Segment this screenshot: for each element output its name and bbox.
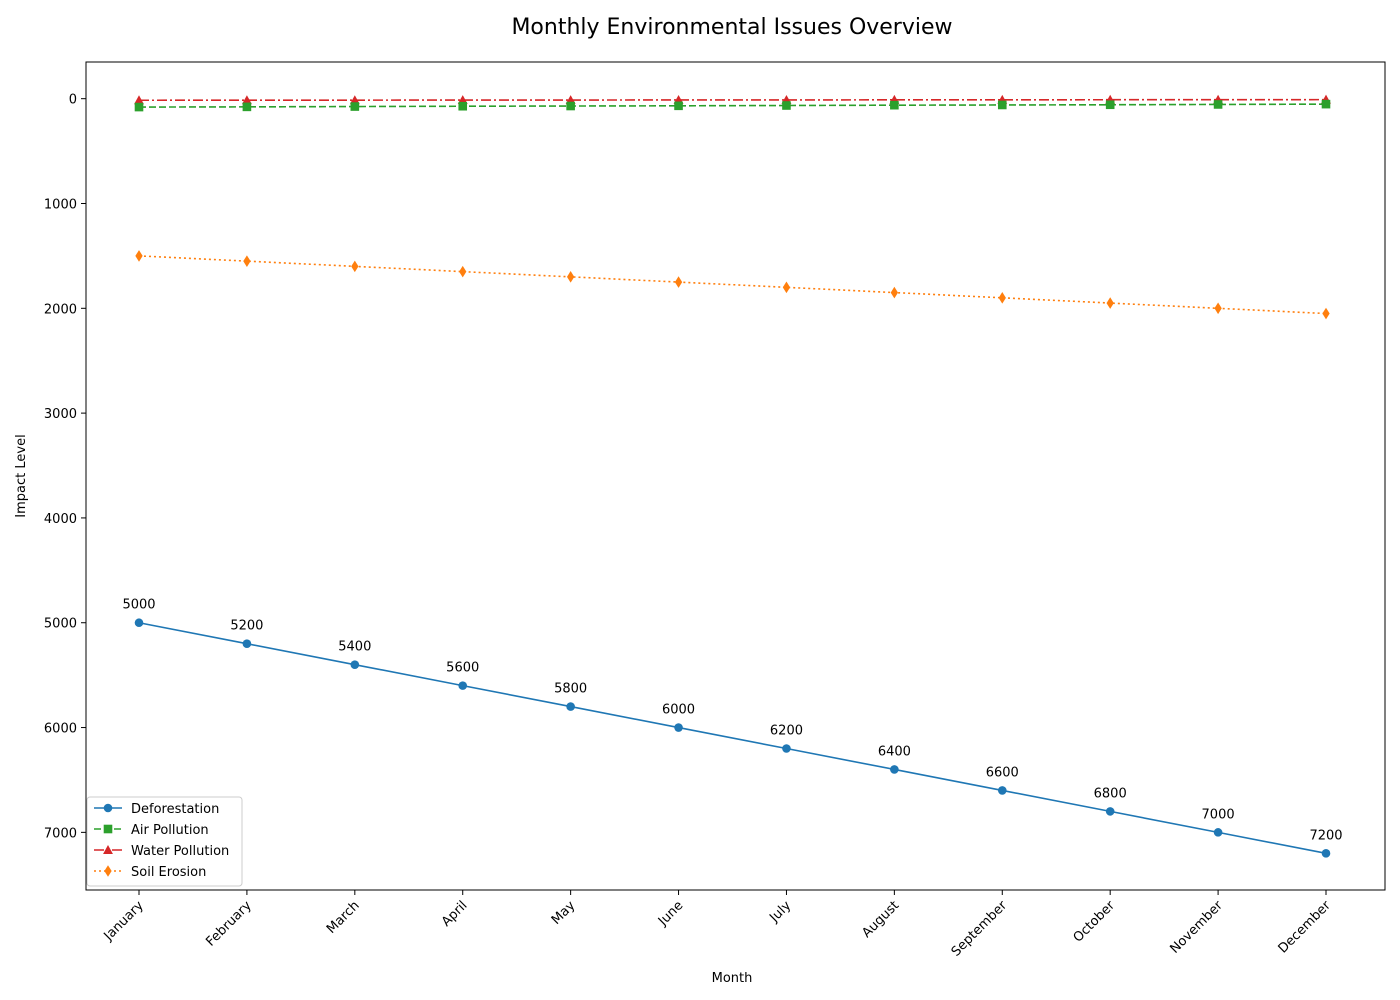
data-point [890, 286, 899, 299]
data-point [1213, 100, 1223, 109]
x-tick-label: May [549, 898, 579, 928]
y-axis-label: Impact Level [14, 434, 29, 517]
series-layer [134, 94, 1331, 858]
data-label: 6800 [1094, 786, 1127, 801]
y-tick-label: 0 [69, 93, 77, 108]
data-point [782, 281, 791, 294]
x-tick-label: January [101, 898, 147, 944]
data-point [1106, 297, 1114, 309]
data-point [674, 276, 683, 288]
data-point [890, 100, 899, 110]
series-line-deforestation [138, 621, 1327, 855]
y-tick-label: 4000 [44, 512, 77, 527]
legend-label-deforestation: Deforestation [131, 802, 219, 817]
y-tick-label: 1000 [44, 197, 77, 212]
series-deforestation [134, 618, 1331, 858]
data-point [241, 95, 252, 105]
series-line-air-pollution [138, 103, 1327, 108]
data-label: 5400 [338, 640, 371, 655]
x-axis-label: Month [712, 971, 753, 986]
data-point [243, 255, 251, 267]
data-point [349, 95, 360, 105]
data-label: 5800 [554, 682, 587, 697]
data-point [674, 101, 683, 111]
data-label: 6400 [878, 744, 911, 759]
data-point [782, 101, 791, 110]
data-point [566, 271, 575, 283]
data-point [1321, 99, 1331, 109]
data-label: 7200 [1309, 828, 1342, 843]
x-tick-label: November [1167, 898, 1226, 957]
data-point [351, 260, 359, 273]
data-point [1322, 307, 1330, 320]
data-point [998, 292, 1006, 304]
legend-marker-air-pollution [103, 824, 113, 834]
series-line-soil-erosion [138, 255, 1327, 315]
legend-label-water-pollution: Water Pollution [131, 844, 229, 859]
data-point [457, 95, 468, 105]
data-point [566, 702, 575, 711]
x-tick-label: August [859, 898, 902, 941]
data-label: 6200 [770, 724, 803, 739]
y-axis: 0 1000 2000 3000 4000 5000 6000 7000 [44, 93, 86, 841]
legend-label-air-pollution: Air Pollution [131, 823, 209, 838]
data-point [459, 265, 467, 278]
data-point [674, 723, 683, 732]
x-tick-label: February [203, 898, 255, 950]
data-point [1321, 849, 1331, 858]
data-point [350, 102, 360, 111]
x-tick-label: June [655, 898, 686, 929]
data-label: 7000 [1202, 807, 1235, 822]
data-point [997, 786, 1007, 795]
plot-area [85, 61, 1386, 891]
legend-marker-deforestation [103, 803, 113, 813]
x-tick-label: September [949, 898, 1011, 960]
legend-marker-soil-erosion [104, 865, 112, 877]
data-label: 5200 [230, 619, 263, 634]
data-point [242, 639, 252, 648]
series-soil-erosion [135, 250, 1330, 320]
x-axis: January February March April May June July Augu… [101, 890, 1335, 960]
y-tick-label: 3000 [44, 407, 77, 422]
data-labels: 5000 5200 5400 5600 5800 6000 6200 6400 6600 6800… [122, 598, 1342, 844]
data-point [1213, 828, 1223, 837]
data-point [135, 250, 143, 262]
x-tick-label: July [766, 898, 794, 926]
legend: Deforestation Air Pollution Water Pollutio… [86, 796, 243, 887]
y-tick-label: 2000 [44, 302, 77, 317]
data-point [1105, 807, 1115, 816]
data-point [1105, 100, 1115, 110]
data-point [134, 102, 144, 112]
data-label: 6000 [662, 703, 695, 718]
data-point [566, 101, 575, 111]
y-tick-label: 7000 [44, 826, 77, 841]
x-tick-label: December [1276, 898, 1335, 957]
data-point [134, 95, 144, 105]
x-tick-label: October [1071, 898, 1119, 946]
chart-title: Monthly Environmental Issues Overview [511, 15, 952, 40]
data-point [134, 618, 144, 628]
data-label: 5600 [446, 661, 479, 676]
legend-marker-water-pollution [103, 845, 113, 854]
data-point [997, 100, 1007, 110]
data-point [350, 660, 360, 669]
legend-label-soil-erosion: Soil Erosion [131, 865, 206, 880]
data-point [890, 765, 899, 774]
legend-box [86, 796, 243, 887]
data-point [458, 681, 468, 690]
data-point [1214, 302, 1222, 315]
data-label: 5000 [122, 598, 155, 613]
data-point [458, 101, 468, 111]
series-air-pollution [134, 99, 1331, 112]
data-point [782, 744, 791, 753]
x-tick-label: April [439, 898, 471, 930]
y-tick-label: 5000 [44, 617, 77, 632]
data-label: 6600 [986, 765, 1019, 780]
data-point [242, 102, 252, 112]
y-tick-label: 6000 [44, 722, 77, 737]
x-tick-label: March [324, 898, 363, 937]
